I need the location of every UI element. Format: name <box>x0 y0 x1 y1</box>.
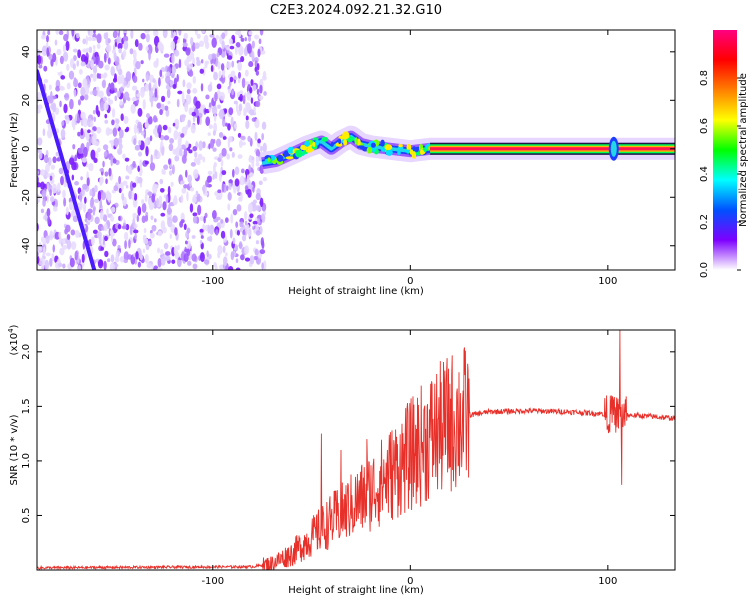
snr-frame <box>36 329 676 571</box>
y-tick-label: 20 <box>21 94 32 107</box>
x-tick-label: -100 <box>201 276 224 287</box>
colorbar-ticks: 0.0 0.2 0.4 0.6 0.8 <box>699 70 741 278</box>
colorbar-tick-label: 0.2 <box>699 214 710 230</box>
spectrogram-x-ticks: -100 0 100 <box>201 30 617 287</box>
y-tick-label: 1.0 <box>21 453 32 469</box>
snr-x-ticks: -100 0 100 <box>201 330 617 587</box>
y-tick-label: 40 <box>21 45 32 58</box>
stable-line <box>430 142 675 155</box>
snr-multiplier: (x104) <box>7 324 20 355</box>
spectrogram-y-ticks: -40 -20 0 20 40 <box>21 45 675 254</box>
spectrogram-panel: -100 0 100 -40 -20 0 20 40 Height of straight … <box>9 29 749 297</box>
colorbar: 0.0 0.2 0.4 0.6 0.8 Normalized spectral ampl… <box>699 30 749 278</box>
ridge-blobs <box>264 131 434 165</box>
spectrogram-x-label: Height of straight line (km) <box>288 286 424 297</box>
snr-panel: -100 0 100 0.5 1.0 1.5 2.0 Height of straight… <box>7 324 676 596</box>
snr-y-ticks: 0.5 1.0 1.5 2.0 <box>21 344 675 524</box>
drift-line <box>37 69 97 270</box>
colorbar-tick-label: 0.8 <box>699 70 710 86</box>
spectrogram-frame <box>36 29 676 271</box>
burst-inner <box>610 140 617 157</box>
y-tick-label: 1.5 <box>21 398 32 414</box>
x-tick-label: 100 <box>598 276 617 287</box>
snr-multiplier-exponent: 4 <box>7 328 15 333</box>
y-tick-label: 2.0 <box>21 344 32 360</box>
noise-speckle <box>37 30 267 270</box>
colorbar-gradient <box>713 30 737 270</box>
spectrogram-plot-area <box>37 30 675 270</box>
spectrogram-y-label: Frequency (Hz) <box>9 112 20 188</box>
y-tick-label: -20 <box>21 189 32 205</box>
colorbar-tick-label: 0.6 <box>699 118 710 134</box>
y-tick-label: -40 <box>21 238 32 254</box>
snr-multiplier-base: (x10 <box>9 333 20 356</box>
snr-x-label: Height of straight line (km) <box>288 585 424 596</box>
snr-plot-area <box>37 330 675 570</box>
colorbar-label: Normalized spectral amplitude <box>738 73 749 227</box>
snr-series-line <box>37 330 675 570</box>
colorbar-tick-label: 0.0 <box>699 262 710 278</box>
x-tick-label: 0 <box>407 576 413 587</box>
y-tick-label: 0.5 <box>21 508 32 524</box>
snr-y-label: SNR (10 * v/v) <box>9 414 20 485</box>
x-tick-label: 100 <box>598 576 617 587</box>
chart-title: C2E3.2024.092.21.32.G10 <box>270 3 442 18</box>
x-tick-label: 0 <box>407 276 413 287</box>
y-tick-label: 0 <box>21 146 32 152</box>
x-tick-label: -100 <box>201 576 224 587</box>
colorbar-tick-label: 0.4 <box>699 166 710 182</box>
